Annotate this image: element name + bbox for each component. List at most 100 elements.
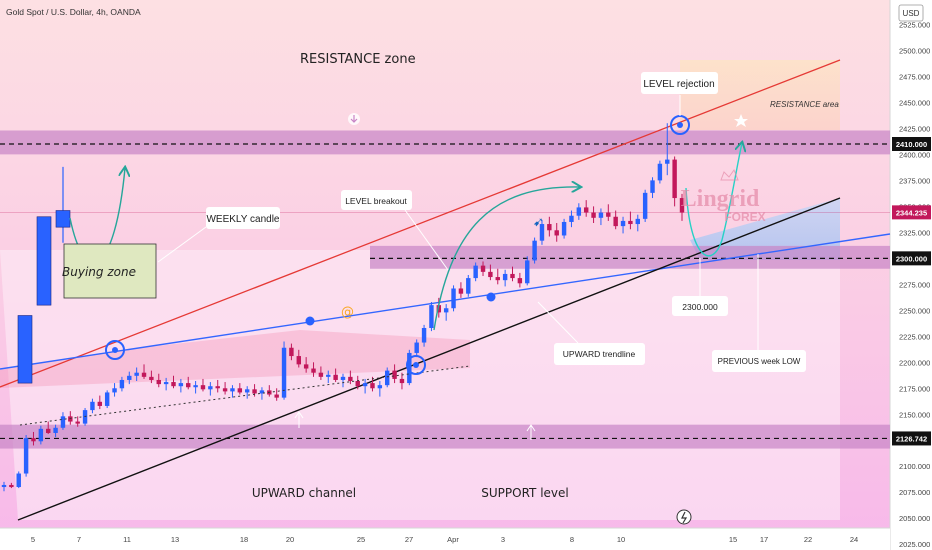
candle-body bbox=[303, 364, 309, 369]
price-tick-label: 2075.000 bbox=[899, 488, 930, 497]
candle-body bbox=[149, 376, 154, 380]
candle-body bbox=[68, 416, 73, 422]
candle-body bbox=[318, 372, 324, 377]
price-2300-label: 2300.000 bbox=[682, 302, 718, 312]
candle-body bbox=[488, 271, 493, 278]
candle-body bbox=[429, 305, 434, 328]
touch-marker-1 bbox=[105, 340, 125, 360]
rocket-icon: ➹ bbox=[533, 215, 544, 230]
weekly-candle-body bbox=[17, 315, 33, 384]
candle-body bbox=[473, 265, 478, 279]
candle-body bbox=[326, 374, 331, 377]
projection-arrow-right bbox=[685, 143, 742, 257]
weekly-candle-body bbox=[55, 210, 71, 228]
time-tick-label: 3 bbox=[501, 535, 505, 544]
price-axis-background bbox=[890, 0, 932, 550]
price-tick-label: 2250.000 bbox=[899, 306, 930, 315]
candle-body bbox=[9, 484, 14, 488]
candle-body bbox=[119, 379, 125, 389]
flash-icon-glyph bbox=[681, 511, 688, 524]
support-level-label: SUPPORT level bbox=[481, 486, 568, 500]
time-tick-label: 18 bbox=[240, 535, 248, 544]
candle-body bbox=[53, 427, 58, 433]
price-axis-ticks: 2025.000 2050.000 2075.000 2100.000 2150.000… bbox=[899, 20, 930, 549]
candle-body bbox=[348, 376, 353, 382]
candle-body bbox=[421, 327, 427, 343]
weekly-candle-body bbox=[36, 216, 52, 306]
candle-body bbox=[672, 159, 677, 199]
candle-body bbox=[392, 370, 397, 379]
price-labels: 2410.000 2344.235 2300.000 2126.742 bbox=[892, 137, 931, 446]
candle-body bbox=[281, 347, 287, 398]
price-tick-label: 2050.000 bbox=[899, 514, 930, 523]
candle-body bbox=[399, 378, 405, 384]
candles bbox=[1, 123, 685, 492]
candle-body bbox=[222, 388, 228, 392]
candle-body bbox=[252, 389, 257, 394]
price-tick-label: 2450.000 bbox=[899, 98, 930, 107]
upward-trendline-label: UPWARD trendline bbox=[563, 349, 636, 359]
alert-icon-glyph bbox=[350, 115, 358, 123]
channel-pink-zone bbox=[0, 330, 470, 388]
candle-body bbox=[554, 230, 559, 236]
candle-body bbox=[539, 224, 545, 241]
candle-body bbox=[112, 388, 117, 393]
candle-body bbox=[163, 382, 169, 385]
currency-label: USD bbox=[903, 9, 920, 18]
candle-body bbox=[289, 347, 294, 357]
candle-body bbox=[583, 207, 589, 213]
candle-body bbox=[657, 163, 663, 181]
watermark-sub: FOREX bbox=[724, 210, 765, 224]
candle-body bbox=[244, 389, 250, 393]
candle-body bbox=[495, 277, 500, 281]
upward-channel-label: UPWARD channel bbox=[252, 486, 356, 500]
price-label-box bbox=[892, 205, 931, 220]
snail-icon: @ bbox=[341, 305, 354, 320]
candle-body bbox=[46, 428, 51, 433]
channel-support-line bbox=[17, 197, 841, 521]
candle-body bbox=[186, 383, 191, 388]
price-2300-box bbox=[672, 296, 728, 316]
candle-body bbox=[16, 473, 21, 488]
price-tick-label: 2475.000 bbox=[899, 72, 930, 81]
channel-dotted-line bbox=[19, 365, 471, 426]
currency-badge[interactable] bbox=[898, 4, 924, 22]
time-tick-label: 11 bbox=[123, 535, 131, 544]
price-tick-label: 2275.000 bbox=[899, 280, 930, 289]
time-tick-label: 15 bbox=[729, 535, 737, 544]
candle-body bbox=[127, 375, 132, 380]
candle-body bbox=[598, 212, 604, 218]
price-tick-label: 2200.000 bbox=[899, 358, 930, 367]
previous-week-low-label: PREVIOUS week LOW bbox=[718, 357, 801, 366]
candle-body bbox=[340, 376, 346, 380]
symbol-header: Gold Spot / U.S. Dollar, 4h, OANDA bbox=[6, 7, 141, 17]
flash-icon bbox=[676, 509, 692, 525]
price-tick-label: 2425.000 bbox=[899, 124, 930, 133]
level-rejection-box bbox=[641, 72, 718, 94]
weekly-candles bbox=[17, 166, 71, 384]
candle-body bbox=[480, 265, 486, 272]
candle-body bbox=[370, 383, 375, 389]
price-tick-label: 2325.000 bbox=[899, 228, 930, 237]
candle-body bbox=[532, 240, 537, 261]
trend-dot-5 bbox=[413, 362, 419, 368]
support-channel-shading bbox=[0, 250, 840, 520]
candle-body bbox=[230, 388, 235, 392]
candle-body bbox=[620, 220, 626, 227]
time-tick-label: 7 bbox=[77, 535, 81, 544]
buying-zone-box bbox=[63, 243, 157, 299]
candle-body bbox=[385, 370, 390, 386]
price-tick-label: 2225.000 bbox=[899, 332, 930, 341]
time-tick-label: Apr bbox=[447, 535, 459, 544]
price-label-text: 2300.000 bbox=[896, 254, 927, 263]
level-breakout-label: LEVEL breakout bbox=[345, 196, 407, 206]
price-tick-label: 2375.000 bbox=[899, 176, 930, 185]
time-axis-background bbox=[0, 528, 890, 550]
price-label-box bbox=[892, 251, 931, 266]
price-label-box bbox=[892, 431, 931, 446]
buying-zone-label: Buying zone bbox=[62, 265, 136, 279]
candle-body bbox=[606, 212, 611, 217]
candle-body bbox=[75, 421, 80, 424]
price-tick-label: 2025.000 bbox=[899, 540, 930, 549]
